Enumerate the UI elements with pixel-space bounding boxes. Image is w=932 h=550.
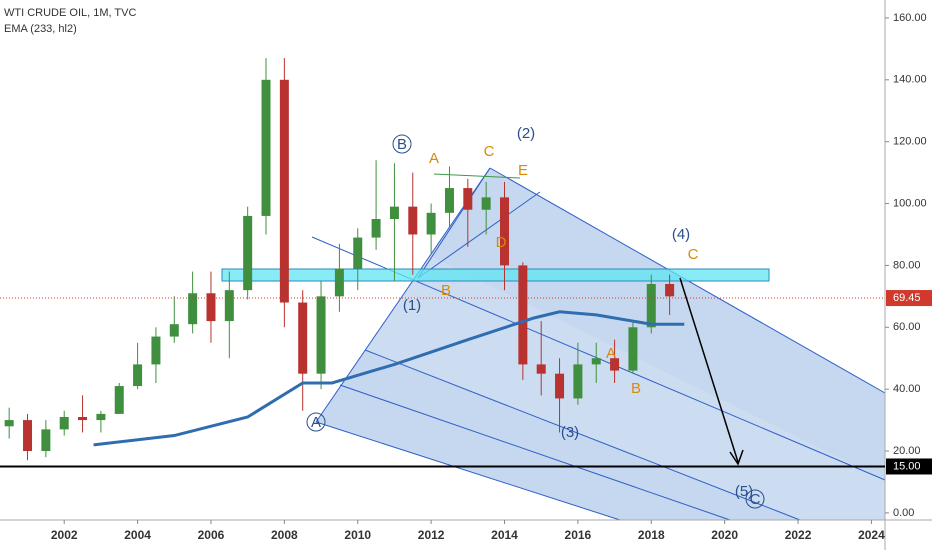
- candle-body: [389, 206, 399, 220]
- wave-label: E: [518, 162, 528, 179]
- x-tick-label: 2022: [785, 528, 812, 542]
- candle-body: [518, 265, 528, 365]
- wave-label: A: [429, 150, 439, 167]
- wave-circle: [392, 134, 412, 154]
- candle-body: [426, 212, 436, 235]
- candle-body: [41, 429, 51, 452]
- x-tick-label: 2018: [638, 528, 665, 542]
- wave-label: (3): [561, 424, 579, 441]
- x-tick-label: 2014: [491, 528, 518, 542]
- wave-label: A: [311, 414, 321, 431]
- resistance-zone: [221, 268, 770, 282]
- candle-body: [463, 188, 473, 210]
- y-tick-label: 160.00: [893, 12, 927, 24]
- candle-body: [591, 358, 601, 365]
- candle-body: [169, 324, 179, 337]
- plot: [4, 58, 685, 461]
- y-tick-label: 120.00: [893, 136, 927, 148]
- candle-body: [334, 268, 344, 297]
- candle-body: [224, 290, 234, 322]
- wave-label: C: [750, 491, 761, 508]
- ema-line: [93, 310, 685, 447]
- indicator-label: EMA (233, hl2): [4, 23, 77, 35]
- candle-body: [188, 293, 198, 325]
- triangle: [417, 167, 541, 279]
- wave-label: D: [496, 234, 507, 251]
- x-tick-label: 2006: [198, 528, 225, 542]
- candle-body: [151, 336, 161, 365]
- y-tick-label: 0.00: [893, 507, 914, 519]
- candle-body: [665, 283, 675, 297]
- candle-body: [96, 413, 106, 421]
- candle-body: [78, 416, 88, 421]
- candle-body: [628, 327, 638, 371]
- candle-body: [481, 197, 491, 210]
- y-tick-label: 80.00: [893, 259, 921, 271]
- price-label-box: [886, 290, 932, 307]
- wave-label: (5): [735, 483, 753, 500]
- trend-line: [433, 173, 521, 179]
- y-tick-label: 60.00: [893, 321, 921, 333]
- wave-label: C: [484, 143, 495, 160]
- wave-circle: [745, 489, 765, 509]
- x-tick-label: 2016: [565, 528, 592, 542]
- candle-body: [500, 197, 510, 266]
- wave-label: (2): [517, 125, 535, 142]
- candle-body: [279, 79, 289, 303]
- candle-body: [646, 283, 656, 328]
- candle-body: [353, 237, 363, 269]
- wave-label: (4): [672, 226, 690, 243]
- wave-label: B: [441, 282, 451, 299]
- candle-body: [408, 206, 418, 235]
- candle-body: [316, 296, 326, 374]
- candle-body: [444, 188, 454, 213]
- candle-body: [243, 215, 253, 291]
- y-tick-label: 40.00: [893, 383, 921, 395]
- x-tick-label: 2004: [124, 528, 151, 542]
- price-label: 69.45: [893, 292, 921, 304]
- x-tick-label: 2002: [51, 528, 78, 542]
- x-tick-label: 2010: [344, 528, 371, 542]
- wave-circle: [306, 412, 326, 432]
- pitchfork-fill: [316, 168, 885, 520]
- wave-label: A: [606, 345, 616, 362]
- y-tick-label: 100.00: [893, 197, 927, 209]
- price-label: 15.00: [893, 460, 921, 472]
- pitchfork-inner: [365, 256, 885, 520]
- candle-body: [261, 79, 271, 216]
- x-tick-label: 2024: [858, 528, 885, 542]
- wave-label: (1): [403, 297, 421, 314]
- chart-title: WTI CRUDE OIL, 1M, TVC: [4, 7, 136, 19]
- candle-body: [573, 364, 583, 399]
- candle-body: [298, 302, 308, 374]
- arrow-head: [729, 449, 744, 466]
- candle-body: [59, 416, 69, 430]
- candle-body: [371, 219, 381, 238]
- wave-label: C: [688, 246, 699, 263]
- x-tick-label: 2008: [271, 528, 298, 542]
- wave-label: B: [397, 136, 407, 153]
- arrow: [679, 277, 739, 463]
- candle-body: [23, 420, 33, 452]
- candle-body: [133, 364, 143, 387]
- x-tick-label: 2020: [711, 528, 738, 542]
- wave-label: B: [631, 380, 641, 397]
- candle-body: [206, 293, 216, 322]
- candle-body: [555, 373, 565, 399]
- candle-body: [536, 364, 546, 374]
- candle-body: [4, 420, 14, 427]
- y-tick-label: 140.00: [893, 74, 927, 86]
- candle-body: [610, 358, 620, 371]
- y-tick-label: 20.00: [893, 445, 921, 457]
- x-tick-label: 2012: [418, 528, 445, 542]
- candle-body: [114, 386, 124, 414]
- price-label-box: [886, 458, 932, 475]
